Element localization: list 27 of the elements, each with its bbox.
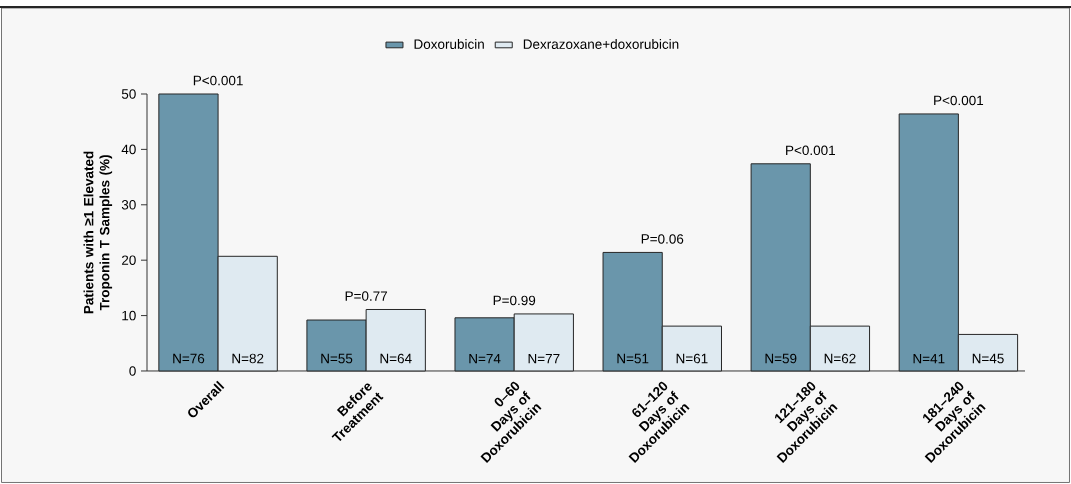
annotation: P<0.001 (934, 95, 984, 106)
y-tick-label: 20 (121, 255, 136, 265)
annotation: N=45 (972, 353, 1004, 364)
y-axis-title: Patients with ≥1 Elevated Troponin T Samples (%) (83, 151, 113, 314)
annotation: N=76 (173, 353, 205, 364)
legend-label: Doxorubicin (414, 39, 484, 49)
annotation: P<0.001 (786, 145, 835, 156)
y-tick-label: 10 (122, 310, 136, 321)
annotation: P=0.99 (493, 295, 536, 306)
annotation: N=64 (380, 353, 412, 364)
annotation: N=62 (824, 353, 856, 364)
annotation: P=0.77 (345, 291, 388, 301)
annotation: N=59 (765, 353, 797, 364)
annotation: N=41 (913, 354, 945, 364)
y-tick-label: 40 (121, 144, 136, 155)
legend-label: Dexrazoxane+doxorubicin (523, 39, 679, 49)
y-tick-label: 50 (121, 89, 136, 99)
text: P<0.001 (193, 75, 243, 86)
annotation: N=55 (321, 353, 353, 364)
annotation: N=61 (676, 353, 708, 364)
annotation: P=0.06 (641, 234, 684, 244)
annotation: N=77 (528, 354, 560, 364)
annotation: N=74 (469, 354, 501, 364)
y-tick-label: 0 (129, 366, 136, 376)
annotation: N=51 (617, 353, 649, 364)
annotation: N=82 (232, 353, 264, 364)
y-tick-label: 30 (121, 200, 136, 210)
